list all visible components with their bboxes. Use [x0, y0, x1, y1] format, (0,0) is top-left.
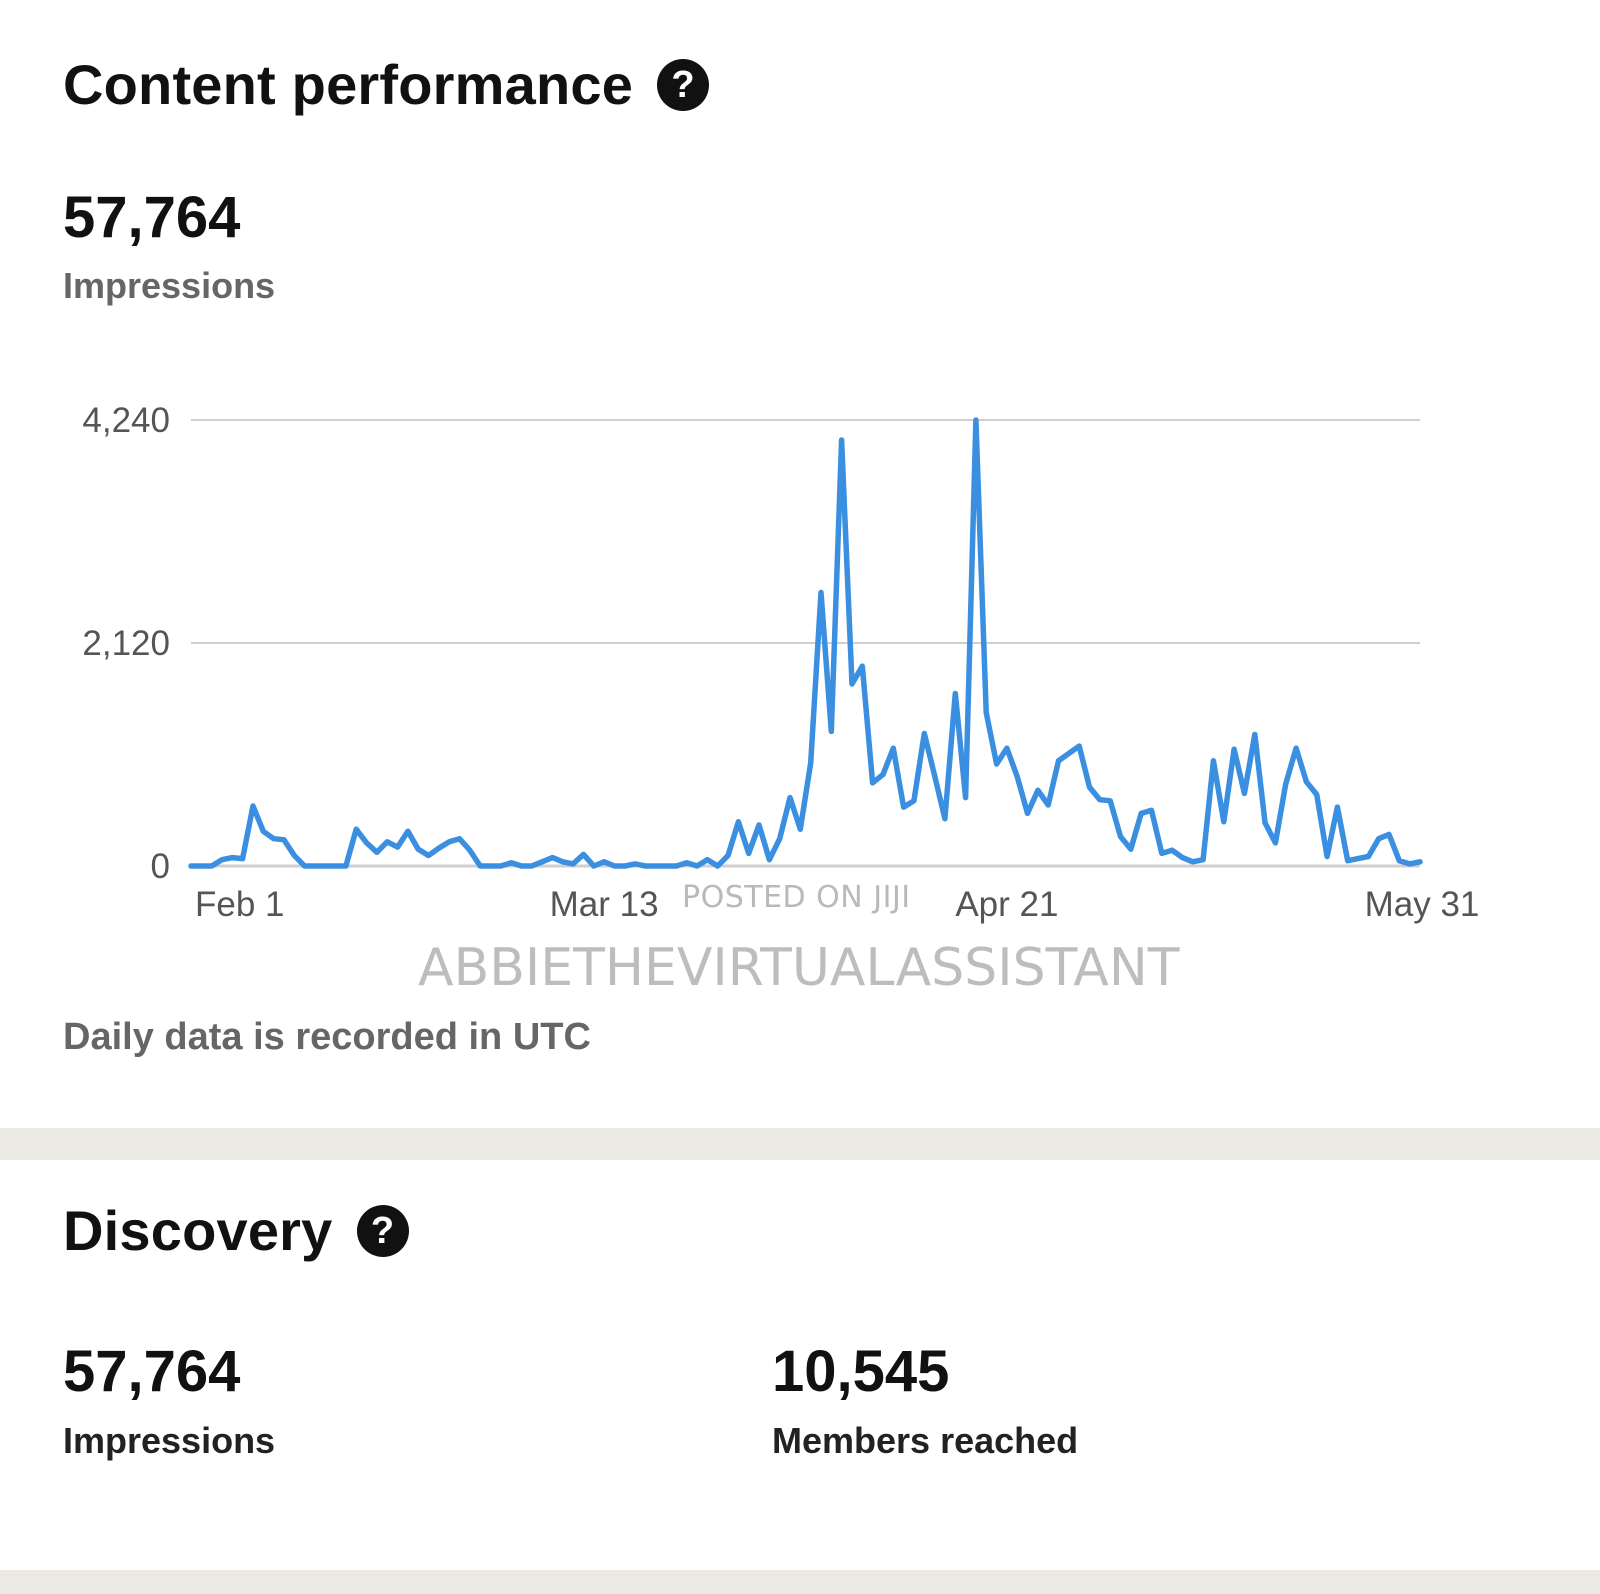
watermark-username: ABBIETHEVIRTUALASSISTANT — [418, 938, 1180, 998]
section-divider-bottom — [0, 1570, 1600, 1594]
utc-footnote: Daily data is recorded in UTC — [63, 1016, 591, 1058]
help-icon[interactable]: ? — [657, 58, 710, 111]
y-tick-label: 2,120 — [82, 624, 170, 663]
discovery-title: Discovery ? — [63, 1198, 409, 1263]
help-icon[interactable]: ? — [356, 1204, 409, 1257]
y-tick-label: 0 — [151, 847, 170, 886]
members-reached-value: 10,545 — [772, 1339, 950, 1404]
x-tick-label: Mar 13 — [550, 885, 659, 924]
x-tick-label: Apr 21 — [955, 885, 1058, 924]
impressions-line-chart[interactable]: 0 2,120 4,240 Feb 1 Mar 13 Apr 21 May 31 — [0, 380, 1600, 940]
impressions-value: 57,764 — [63, 185, 241, 250]
x-tick-label: May 31 — [1365, 885, 1480, 924]
discovery-title-text: Discovery — [63, 1199, 333, 1262]
y-tick-label: 4,240 — [82, 401, 170, 440]
impressions-series-line — [188, 417, 1423, 869]
watermark-posted-on: POSTED ON JIJI — [682, 880, 911, 915]
discovery-impressions-value: 57,764 — [63, 1339, 241, 1404]
content-performance-title: Content performance ? — [63, 52, 710, 117]
content-performance-title-text: Content performance — [63, 53, 634, 116]
section-divider — [0, 1128, 1600, 1160]
content-performance-card: Content performance ? 57,764 Impressions… — [0, 52, 1600, 1058]
x-tick-label: Feb 1 — [195, 885, 285, 924]
impressions-label: Impressions — [63, 265, 276, 306]
members-reached-label: Members reached — [772, 1420, 1079, 1461]
discovery-impressions-label: Impressions — [63, 1420, 276, 1461]
discovery-card: Discovery ? 57,764 Impressions 10,545 Me… — [0, 1160, 1600, 1570]
